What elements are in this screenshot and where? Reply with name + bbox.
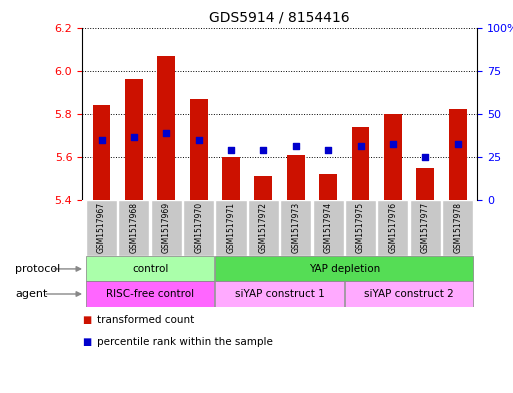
- Text: ■: ■: [82, 337, 91, 347]
- Bar: [384, 114, 402, 200]
- Point: [259, 147, 267, 154]
- Text: transformed count: transformed count: [97, 315, 195, 325]
- Text: GSM1517970: GSM1517970: [194, 202, 203, 253]
- Bar: [222, 157, 240, 200]
- Text: GSM1517974: GSM1517974: [324, 202, 332, 253]
- Point: [389, 141, 397, 147]
- Text: GSM1517975: GSM1517975: [356, 202, 365, 253]
- Bar: [215, 281, 344, 307]
- Text: GSM1517973: GSM1517973: [291, 202, 300, 253]
- Bar: [86, 281, 214, 307]
- Bar: [93, 105, 110, 200]
- Text: agent: agent: [15, 289, 48, 299]
- Bar: [215, 256, 473, 281]
- Bar: [449, 109, 466, 200]
- Text: GSM1517971: GSM1517971: [227, 202, 235, 253]
- Point: [162, 130, 170, 136]
- Bar: [319, 174, 337, 200]
- Text: GSM1517967: GSM1517967: [97, 202, 106, 253]
- Point: [97, 136, 106, 143]
- Point: [227, 147, 235, 154]
- Text: RISC-free control: RISC-free control: [106, 289, 194, 299]
- Title: GDS5914 / 8154416: GDS5914 / 8154416: [209, 11, 350, 25]
- Point: [357, 143, 365, 149]
- Point: [130, 134, 138, 141]
- Text: GSM1517978: GSM1517978: [453, 202, 462, 253]
- Bar: [119, 200, 149, 256]
- Bar: [215, 200, 247, 256]
- Text: ■: ■: [82, 315, 91, 325]
- Bar: [157, 55, 175, 200]
- Bar: [287, 155, 305, 200]
- Text: siYAP construct 1: siYAP construct 1: [235, 289, 324, 299]
- Text: siYAP construct 2: siYAP construct 2: [364, 289, 454, 299]
- Bar: [86, 256, 214, 281]
- Bar: [442, 200, 473, 256]
- Bar: [378, 200, 408, 256]
- Bar: [248, 200, 279, 256]
- Bar: [254, 176, 272, 200]
- Bar: [151, 200, 182, 256]
- Bar: [312, 200, 344, 256]
- Point: [453, 141, 462, 147]
- Text: GSM1517968: GSM1517968: [129, 202, 139, 253]
- Bar: [183, 200, 214, 256]
- Bar: [125, 79, 143, 200]
- Bar: [351, 127, 369, 200]
- Text: GSM1517972: GSM1517972: [259, 202, 268, 253]
- Bar: [280, 200, 311, 256]
- Point: [292, 143, 300, 149]
- Text: GSM1517969: GSM1517969: [162, 202, 171, 253]
- Text: protocol: protocol: [15, 264, 61, 274]
- Text: percentile rank within the sample: percentile rank within the sample: [97, 337, 273, 347]
- Point: [421, 154, 429, 160]
- Bar: [410, 200, 441, 256]
- Bar: [345, 281, 473, 307]
- Text: control: control: [132, 264, 168, 274]
- Bar: [190, 99, 208, 200]
- Text: GSM1517977: GSM1517977: [421, 202, 430, 253]
- Point: [194, 136, 203, 143]
- Point: [324, 147, 332, 154]
- Text: GSM1517976: GSM1517976: [388, 202, 398, 253]
- Bar: [345, 200, 376, 256]
- Bar: [417, 167, 434, 200]
- Text: YAP depletion: YAP depletion: [309, 264, 380, 274]
- Bar: [86, 200, 117, 256]
